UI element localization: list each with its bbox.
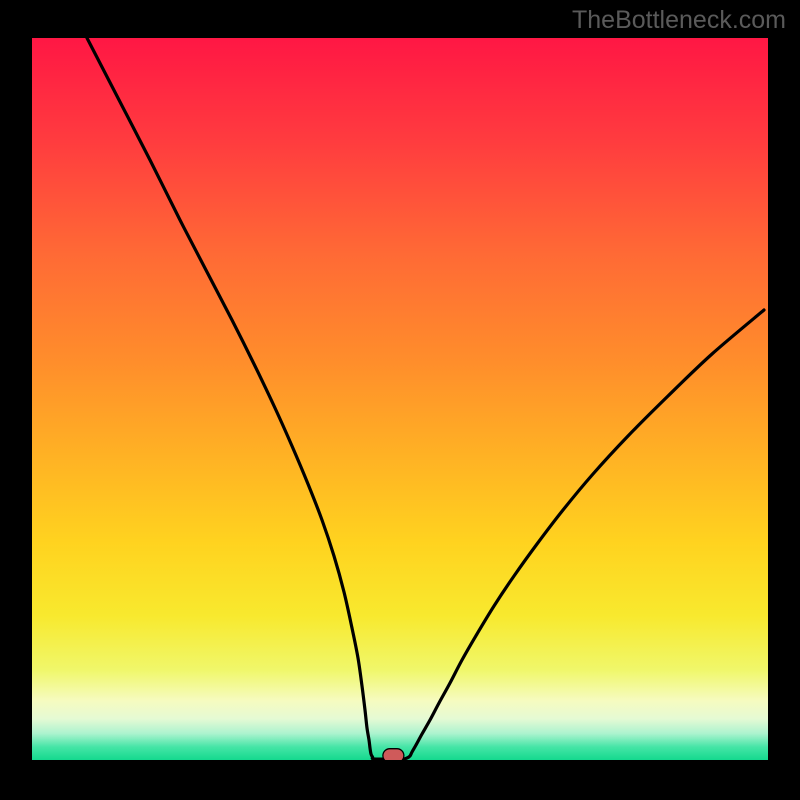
watermark-text: TheBottleneck.com — [572, 6, 786, 35]
optimal-point-marker — [383, 749, 404, 760]
plot-svg — [32, 38, 768, 760]
chart-container: { "watermark": { "text": "TheBottleneck.… — [0, 0, 800, 800]
